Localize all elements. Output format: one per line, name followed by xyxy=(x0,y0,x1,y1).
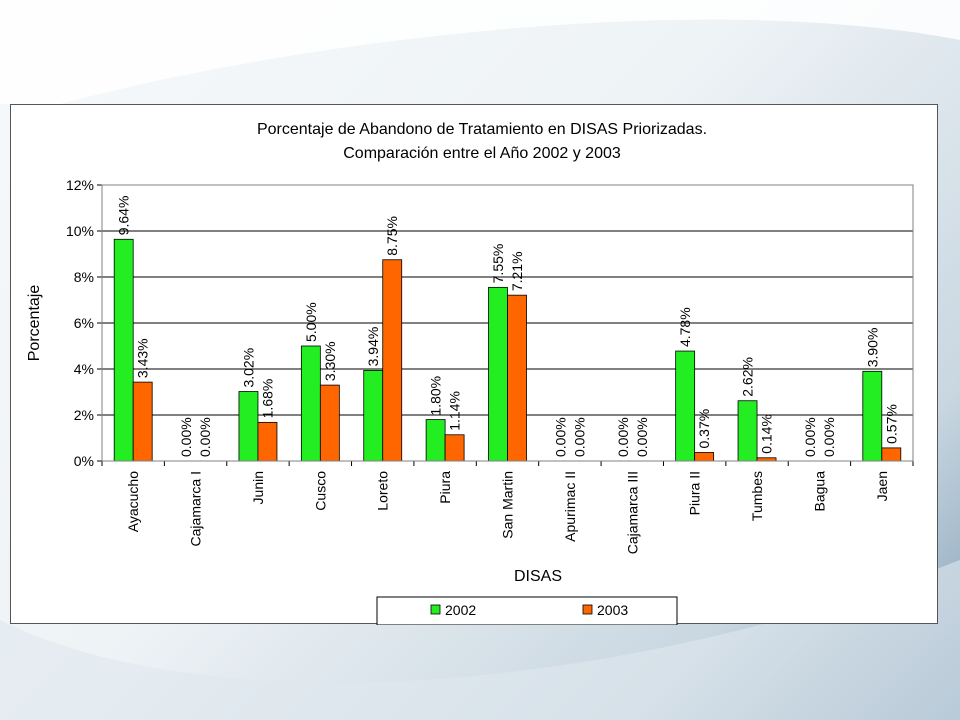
plot-area-border xyxy=(101,184,914,462)
data-label: 3.02% xyxy=(240,348,256,388)
data-label: 0.37% xyxy=(696,409,712,449)
data-label: 0.00% xyxy=(571,417,587,457)
data-label: 0.00% xyxy=(552,417,568,457)
bar-2002-san-martin xyxy=(488,286,508,462)
y-tick-labels: 0% 2% 4% 6% 8% 10% 12% xyxy=(66,177,94,469)
y-tick-label: 12% xyxy=(66,177,94,193)
category-label: Bagua xyxy=(811,471,827,512)
data-label: 0.00% xyxy=(821,417,837,457)
legend-box xyxy=(376,596,678,625)
category-label: Apurimac II xyxy=(562,471,578,542)
data-label: 3.30% xyxy=(322,341,338,381)
bar-2002-piura xyxy=(425,419,446,462)
data-label: 7.55% xyxy=(490,244,506,284)
category-label: Ayacucho xyxy=(125,471,141,532)
y-tick-label: 4% xyxy=(74,361,94,377)
data-label: 1.68% xyxy=(259,379,275,419)
bar-2003-loreto xyxy=(382,259,403,462)
bar-2002-junin xyxy=(238,391,259,462)
data-label: 0.00% xyxy=(615,417,631,457)
data-label: 3.94% xyxy=(365,327,381,367)
bar-2003-cusco xyxy=(319,384,340,462)
bar-2002-loreto xyxy=(363,369,384,462)
chart-frame: Porcentaje de Abandono de Tratamiento en… xyxy=(10,104,938,625)
bar-2003-piura-ii xyxy=(694,452,715,462)
data-label: 8.75% xyxy=(384,216,400,256)
category-label: Cajamarca I xyxy=(188,471,204,546)
data-label: 5.00% xyxy=(303,302,319,342)
y-tick-label: 8% xyxy=(74,269,94,285)
bar-2002-cusco xyxy=(300,345,321,462)
bar-2002-tumbes xyxy=(737,400,758,462)
data-label: 3.90% xyxy=(864,328,880,368)
data-label: 0.00% xyxy=(802,417,818,457)
category-label: Piura xyxy=(437,471,453,504)
chart-title: Porcentaje de Abandono de Tratamiento en… xyxy=(257,121,707,138)
chart-subtitle: Comparación entre el Año 2002 y 2003 xyxy=(343,145,621,162)
data-label: 7.21% xyxy=(509,251,525,291)
data-label: 0.14% xyxy=(759,414,775,454)
data-label: 1.80% xyxy=(428,376,444,416)
y-tick-label: 6% xyxy=(74,315,94,331)
category-label: Loreto xyxy=(375,471,391,511)
data-label: 9.64% xyxy=(116,196,132,236)
bar-2003-junin xyxy=(257,421,278,462)
category-label: San Martin xyxy=(500,471,516,539)
legend-label-2002: 2002 xyxy=(445,602,476,618)
data-label: 0.00% xyxy=(178,417,194,457)
data-label: 0.57% xyxy=(883,404,899,444)
bar-2003-jaen xyxy=(881,447,902,462)
category-label: Cajamarca III xyxy=(624,471,640,554)
bar-2002-jaen xyxy=(862,370,883,462)
category-label: Junin xyxy=(250,471,266,504)
data-label: 2.62% xyxy=(740,357,756,397)
x-category-labels: Ayacucho Cajamarca I Junin Cusco Loreto Piura… xyxy=(125,471,890,554)
legend: 2002 2003 xyxy=(376,596,678,625)
bars xyxy=(101,238,914,466)
bar-2003-ayacucho xyxy=(132,381,153,462)
category-label: Jaen xyxy=(874,471,890,501)
legend-swatch-2002 xyxy=(430,604,441,615)
y-tick-label: 2% xyxy=(74,407,94,423)
y-tick-label: 10% xyxy=(66,223,94,239)
bar-2002-piura-ii xyxy=(675,350,696,462)
legend-label-2003: 2003 xyxy=(597,602,628,618)
y-tick-label: 0% xyxy=(74,453,94,469)
data-label: 1.14% xyxy=(447,391,463,431)
bar-2002-ayacucho xyxy=(113,238,134,462)
data-label: 0.00% xyxy=(197,417,213,457)
category-label: Cusco xyxy=(312,471,328,511)
category-label: Tumbes xyxy=(749,471,765,521)
category-label: Piura II xyxy=(687,471,703,515)
data-label: 0.00% xyxy=(634,417,650,457)
legend-swatch-2003 xyxy=(582,604,593,615)
data-labels: 9.64%3.43%0.00% 0.00%3.02%1.68%5.00%3.30%… xyxy=(116,196,900,457)
bar-2003-san-martin xyxy=(507,294,527,462)
bar-chart: Porcentaje de Abandono de Tratamiento en… xyxy=(26,121,914,625)
x-axis-title: DISAS xyxy=(514,568,562,585)
data-label: 4.78% xyxy=(677,307,693,347)
data-label: 3.43% xyxy=(135,338,151,378)
bar-2003-piura xyxy=(444,434,465,462)
y-axis-title: Porcentaje xyxy=(26,285,43,362)
